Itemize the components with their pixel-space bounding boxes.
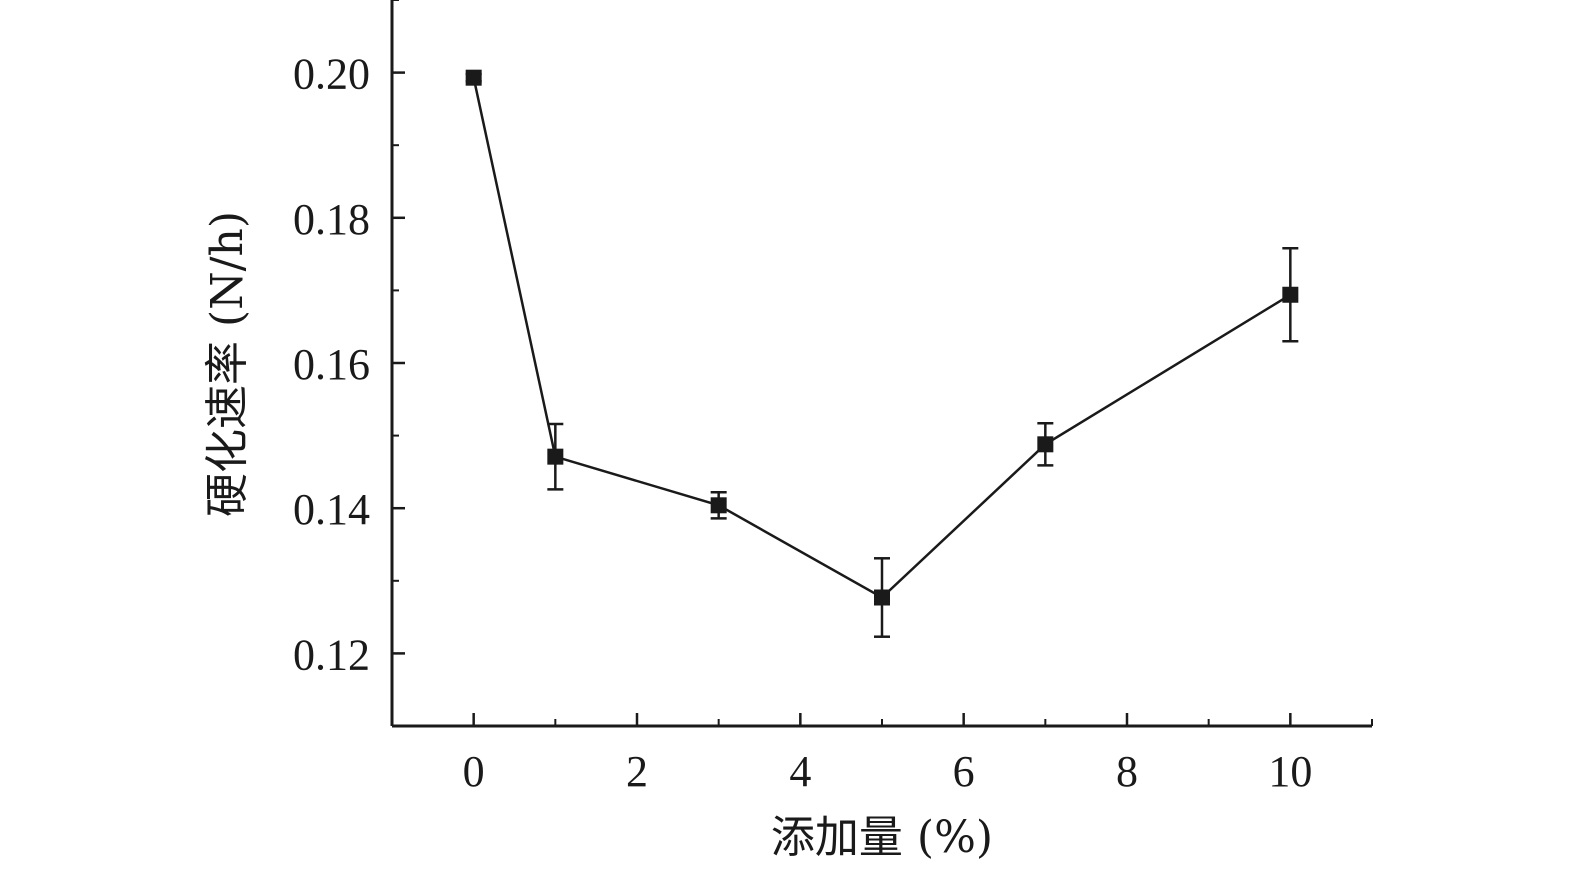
y-axis-label: 硬化速率 (N/h) [202,211,253,517]
x-tick-label: 8 [1116,747,1138,796]
x-tick-label: 6 [953,747,975,796]
plot-area [465,69,1299,638]
x-tick-label: 10 [1268,747,1312,796]
y-tick-label: 0.14 [293,485,370,534]
y-axis-ticks: 0.12 0.14 0.16 0.18 0.20 [293,0,405,727]
data-point [1282,286,1299,303]
x-axis-ticks: 0 2 4 6 8 10 [391,713,1373,796]
series-line [472,77,1291,600]
data-point [547,448,564,465]
y-tick-label: 0.16 [293,340,370,389]
x-tick-label: 2 [626,747,648,796]
x-tick-label: 0 [463,747,485,796]
x-axis-label: 添加量 (%) [771,812,993,863]
data-point [710,497,727,514]
x-tick-label: 4 [789,747,811,796]
data-point [465,69,482,86]
y-tick-label: 0.20 [293,50,370,99]
y-tick-label: 0.12 [293,630,370,679]
y-tick-label: 0.18 [293,195,370,244]
data-point [1037,436,1054,453]
data-point [874,589,890,606]
